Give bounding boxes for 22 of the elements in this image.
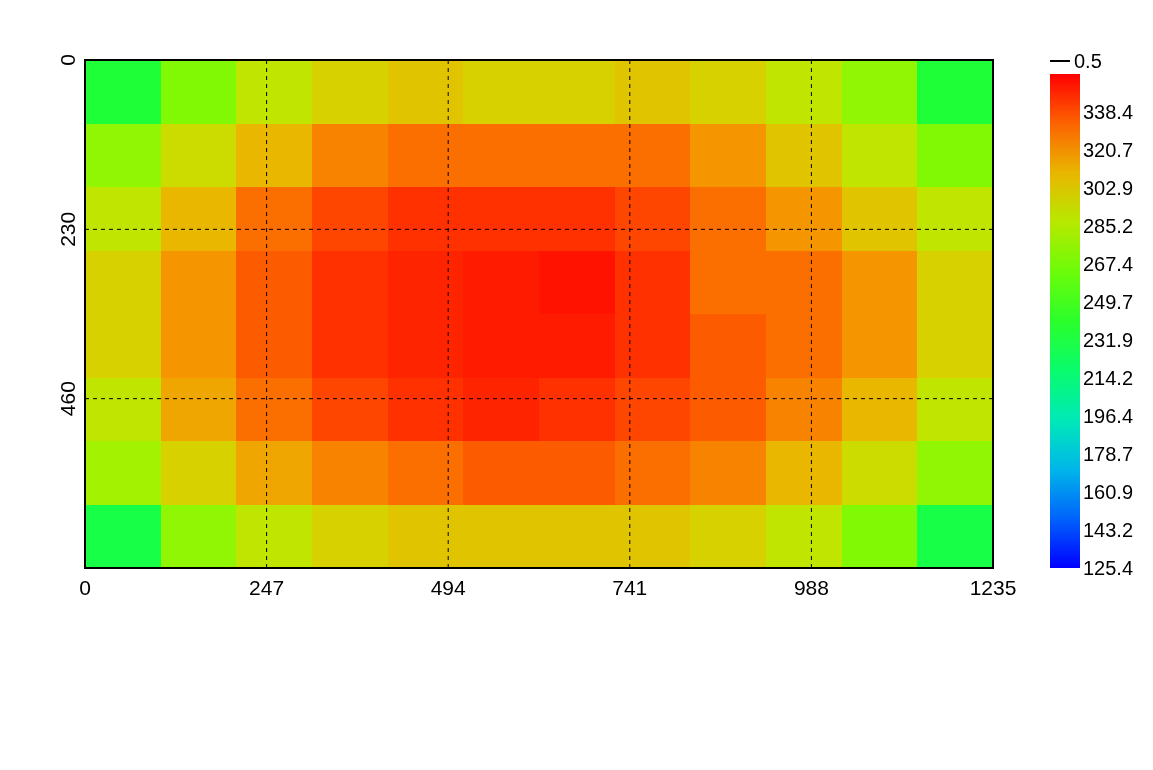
x-tick-label: 988 <box>793 576 829 599</box>
color-bar-label: 302.9 <box>1083 176 1134 199</box>
color-bar-label: 285.2 <box>1083 214 1134 237</box>
color-bar-label: 125.4 <box>1083 557 1134 579</box>
color-bar-label: 196.4 <box>1083 404 1134 427</box>
color-bar-label: 178.7 <box>1083 442 1134 465</box>
color-bar-label: 214.2 <box>1083 366 1134 389</box>
color-bar-label: 320.7 <box>1083 138 1134 161</box>
y-tick-label: 460 <box>56 381 79 417</box>
color-bar-label: 267.4 <box>1083 252 1134 275</box>
color-bar-label: 338.4 <box>1083 100 1134 123</box>
x-tick-label: 1235 <box>969 576 1017 599</box>
x-tick-label: 494 <box>430 576 467 599</box>
y-tick-label: 0 <box>56 54 79 66</box>
x-tick-label: 247 <box>249 576 285 599</box>
color-bar-label: 143.2 <box>1083 518 1134 541</box>
color-bar-label: 160.9 <box>1083 480 1134 503</box>
color-bar-label: 231.9 <box>1083 328 1134 351</box>
y-tick-label: 230 <box>56 211 79 247</box>
color-bar-label: 249.7 <box>1083 290 1134 313</box>
x-tick-label: 741 <box>612 576 648 599</box>
text: 0.5 <box>1074 50 1102 72</box>
